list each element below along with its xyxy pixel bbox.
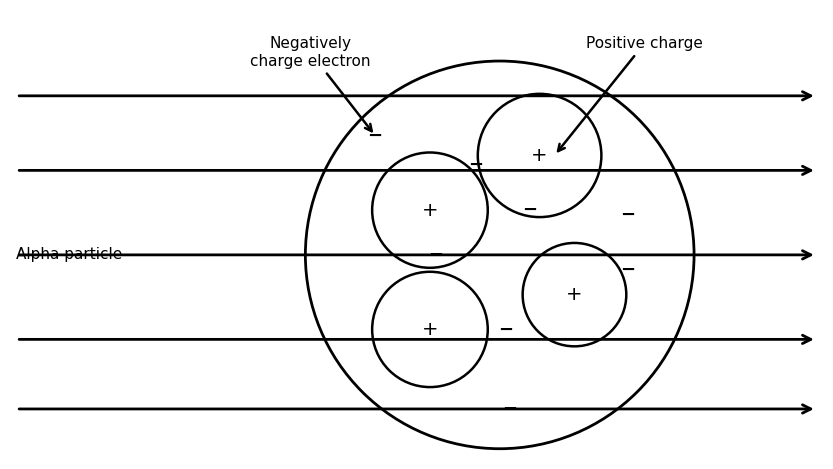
Text: +: + (566, 285, 583, 304)
Text: Positive charge: Positive charge (558, 36, 703, 151)
Text: −: − (502, 400, 517, 418)
Text: −: − (620, 206, 635, 224)
Text: −: − (367, 127, 382, 144)
Text: −: − (428, 246, 443, 264)
Text: Negatively
charge electron: Negatively charge electron (250, 36, 372, 131)
Text: +: + (421, 320, 438, 339)
Text: −: − (498, 320, 513, 339)
Text: Alpha particle: Alpha particle (17, 247, 122, 262)
Text: −: − (620, 261, 635, 279)
Text: +: + (531, 146, 548, 165)
Text: +: + (421, 201, 438, 219)
Text: −: − (522, 201, 537, 219)
Text: −: − (468, 157, 483, 174)
